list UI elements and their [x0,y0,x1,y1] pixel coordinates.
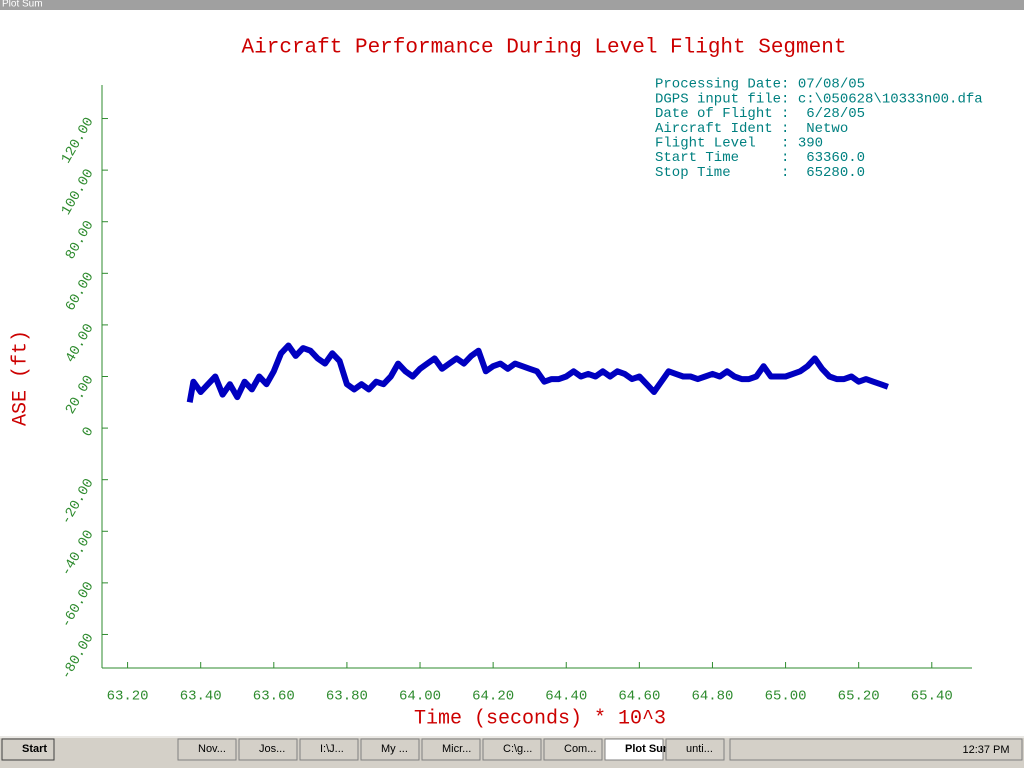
clock: 12:37 PM [962,744,1009,756]
x-tick-label: 64.40 [545,689,587,705]
task-button[interactable] [543,738,603,761]
x-tick-label: 64.00 [399,689,441,705]
task-label[interactable]: My ... [381,743,408,755]
task-label[interactable]: Micr... [442,743,471,755]
task-label[interactable]: C:\g... [503,743,532,755]
x-tick-label: 64.80 [691,689,733,705]
task-button[interactable] [482,738,542,761]
task-label[interactable]: Com... [564,743,596,755]
start-button[interactable] [1,738,55,761]
task-label[interactable]: Jos... [259,743,285,755]
task-label[interactable]: Nov... [198,743,226,755]
y-tick-label: 60.00 [63,270,98,314]
y-tick-label: 20.00 [63,373,98,417]
task-label[interactable]: I:\J... [320,743,344,755]
x-tick-label: 64.60 [618,689,660,705]
info-line: Date of Flight : 6/28/05 [655,106,865,122]
chart-title: Aircraft Performance During Level Flight… [242,37,847,60]
y-axis-label: ASE (ft) [9,330,32,426]
info-line: Processing Date: 07/08/05 [655,77,865,93]
task-label[interactable]: unti... [686,743,713,755]
x-tick-label: 63.20 [107,689,149,705]
x-tick-label: 65.00 [765,689,807,705]
y-tick-label: -20.00 [58,476,97,528]
y-tick-label: -60.00 [58,579,97,631]
start-label[interactable]: Start [22,743,47,755]
y-tick-label: 120.00 [58,115,97,167]
task-button[interactable] [177,738,237,761]
y-tick-label: 40.00 [63,321,98,365]
title-bar [0,0,1024,10]
x-tick-label: 63.60 [253,689,295,705]
task-label[interactable]: Plot Sum [625,743,673,755]
task-button[interactable] [299,738,359,761]
x-tick-label: 65.40 [911,689,953,705]
x-tick-label: 64.20 [472,689,514,705]
info-line: Flight Level : 390 [655,136,823,152]
task-button[interactable] [604,738,664,761]
task-button[interactable] [421,738,481,761]
data-line [186,342,889,403]
window-title: Plot Sum [2,0,43,10]
y-tick-label: -40.00 [58,528,97,580]
info-line: Aircraft Ident : Netwo [655,121,848,137]
task-button[interactable] [238,738,298,761]
info-line: DGPS input file: c:\050628\10333n00.dfa [655,91,983,107]
task-button[interactable] [665,738,725,761]
y-tick-label: 0 [79,424,97,439]
y-tick-label: 80.00 [63,218,98,262]
x-tick-label: 65.20 [838,689,880,705]
x-axis-label: Time (seconds) * 10^3 [414,707,666,730]
y-tick-label: -80.00 [58,631,97,683]
task-button[interactable] [360,738,420,761]
info-line: Stop Time : 65280.0 [655,165,865,181]
x-tick-label: 63.80 [326,689,368,705]
tray [729,738,1023,761]
y-tick-label: 100.00 [58,166,97,218]
info-line: Start Time : 63360.0 [655,150,865,166]
x-tick-label: 63.40 [180,689,222,705]
